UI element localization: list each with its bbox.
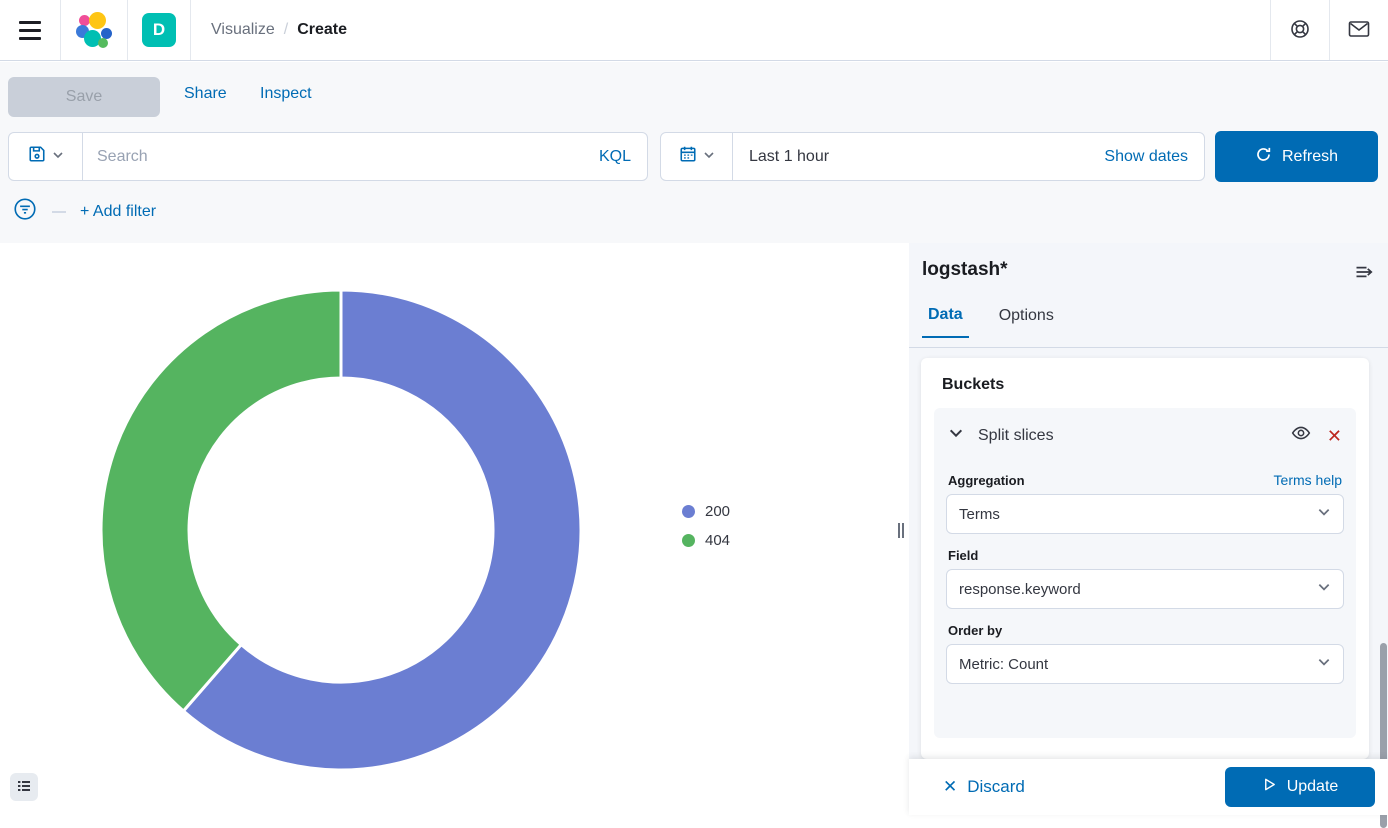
tab-options[interactable]: Options [993, 305, 1060, 338]
discard-label: Discard [967, 777, 1025, 796]
elastic-logo[interactable] [61, 0, 127, 60]
toolbar-band: Save Share Inspect KQL [0, 62, 1388, 243]
avatar: D [142, 13, 176, 47]
refresh-button[interactable]: Refresh [1215, 131, 1378, 182]
share-button[interactable]: Share [184, 85, 227, 102]
filter-icon [12, 196, 38, 227]
field-value: response.keyword [959, 580, 1081, 598]
breadcrumb: Visualize / Create [191, 21, 1270, 39]
visualization-canvas: 200 404 [0, 243, 893, 815]
save-button[interactable]: Save [8, 77, 160, 117]
play-icon [1262, 777, 1277, 797]
menu-hamburger-icon[interactable] [0, 0, 60, 60]
remove-bucket-icon[interactable]: ✕ [1326, 425, 1342, 446]
chevron-down-icon[interactable] [948, 425, 964, 446]
divider [60, 0, 61, 60]
breadcrumb-create: Create [297, 21, 348, 38]
panel-resize-handle[interactable] [893, 516, 908, 544]
split-slices-label[interactable]: Split slices [978, 426, 1054, 444]
query-bar: KQL [8, 132, 648, 181]
inspect-button[interactable]: Inspect [260, 85, 312, 102]
legend-toggle-button[interactable] [10, 773, 38, 801]
refresh-icon [1255, 146, 1272, 168]
donut-slice-404[interactable] [99, 288, 343, 714]
divider [190, 0, 191, 60]
order-by-label-row: Order by [948, 623, 1342, 638]
aggregation-value: Terms [959, 505, 1000, 523]
divider [1270, 0, 1271, 60]
tabs-divider [909, 347, 1388, 348]
breadcrumb-separator: / [283, 21, 289, 38]
split-slices-accordion: Split slices ✕ Aggregation Terms help Te… [934, 408, 1356, 738]
chevron-down-icon [1317, 655, 1331, 673]
legend-item-404[interactable]: 404 [682, 532, 730, 549]
filter-divider [52, 210, 66, 213]
aggregation-label-row: Aggregation Terms help [948, 472, 1342, 488]
chevron-down-icon [52, 148, 64, 166]
donut-chart[interactable] [0, 243, 893, 815]
buckets-heading: Buckets [942, 376, 1005, 393]
time-range-value[interactable]: Last 1 hour [749, 147, 830, 165]
quick-select-menu-button[interactable] [661, 133, 733, 180]
divider [1329, 0, 1330, 60]
eye-visibility-icon[interactable] [1291, 423, 1311, 448]
elastic-logo-icon [76, 12, 112, 48]
chevron-down-icon [1317, 505, 1331, 523]
list-icon [16, 778, 32, 797]
search-input[interactable] [83, 133, 583, 180]
chart-legend: 200 404 [682, 503, 730, 549]
legend-label: 404 [705, 532, 731, 549]
split-slices-header: Split slices ✕ [946, 421, 1344, 458]
add-filter-button[interactable]: + Add filter [80, 202, 157, 220]
show-dates-button[interactable]: Show dates [1088, 148, 1204, 166]
field-label: Field [948, 548, 979, 563]
kql-language-button[interactable]: KQL [598, 147, 631, 165]
order-by-select[interactable]: Metric: Count [946, 644, 1344, 684]
editor-action-bar: ✕ Discard Update [909, 759, 1388, 815]
chevron-down-icon [703, 148, 715, 166]
field-label-row: Field [948, 548, 1342, 563]
buckets-card: Buckets Split slices ✕ [921, 358, 1369, 759]
legend-item-200[interactable]: 200 [682, 503, 730, 520]
divider [127, 0, 128, 60]
editor-tabs: Data Options [922, 305, 1060, 338]
breadcrumb-visualize[interactable]: Visualize [211, 21, 275, 38]
panel-scrollbar[interactable] [1380, 643, 1387, 828]
terms-help-link[interactable]: Terms help [1273, 472, 1342, 488]
order-by-label: Order by [948, 623, 1003, 638]
mail-envelope-icon [1347, 19, 1371, 42]
update-label: Update [1286, 778, 1339, 795]
chevron-down-icon [1317, 580, 1331, 598]
close-x-icon: ✕ [943, 777, 958, 796]
top-navigation-bar: D Visualize / Create [0, 0, 1388, 61]
newsfeed-button[interactable] [1330, 0, 1388, 60]
field-select[interactable]: response.keyword [946, 569, 1344, 609]
saved-query-menu-button[interactable] [9, 133, 83, 180]
help-button[interactable] [1271, 0, 1329, 60]
visualization-editor-panel: logstash* Data Options Buckets Split sli… [909, 243, 1388, 828]
tab-data[interactable]: Data [922, 305, 969, 338]
aggregation-label: Aggregation [948, 472, 1025, 488]
legend-dot-icon [682, 505, 695, 518]
calendar-icon [679, 145, 697, 168]
legend-label: 200 [705, 503, 731, 520]
time-picker: Last 1 hour Show dates [660, 132, 1205, 181]
space-avatar[interactable]: D [128, 0, 190, 60]
update-button[interactable]: Update [1225, 767, 1375, 807]
save-floppy-icon [28, 145, 46, 168]
discard-button[interactable]: ✕ Discard [937, 776, 1031, 798]
menu-right-icon [1354, 266, 1374, 285]
legend-dot-icon [682, 534, 695, 547]
life-ring-icon [1289, 18, 1311, 43]
index-pattern-title: logstash* [922, 259, 1008, 280]
filter-bar: + Add filter [12, 196, 156, 227]
aggregation-select[interactable]: Terms [946, 494, 1344, 534]
order-by-value: Metric: Count [959, 655, 1049, 673]
donut-slice-200[interactable] [181, 288, 583, 772]
refresh-label: Refresh [1281, 147, 1339, 165]
collapse-panel-button[interactable] [1354, 262, 1374, 285]
